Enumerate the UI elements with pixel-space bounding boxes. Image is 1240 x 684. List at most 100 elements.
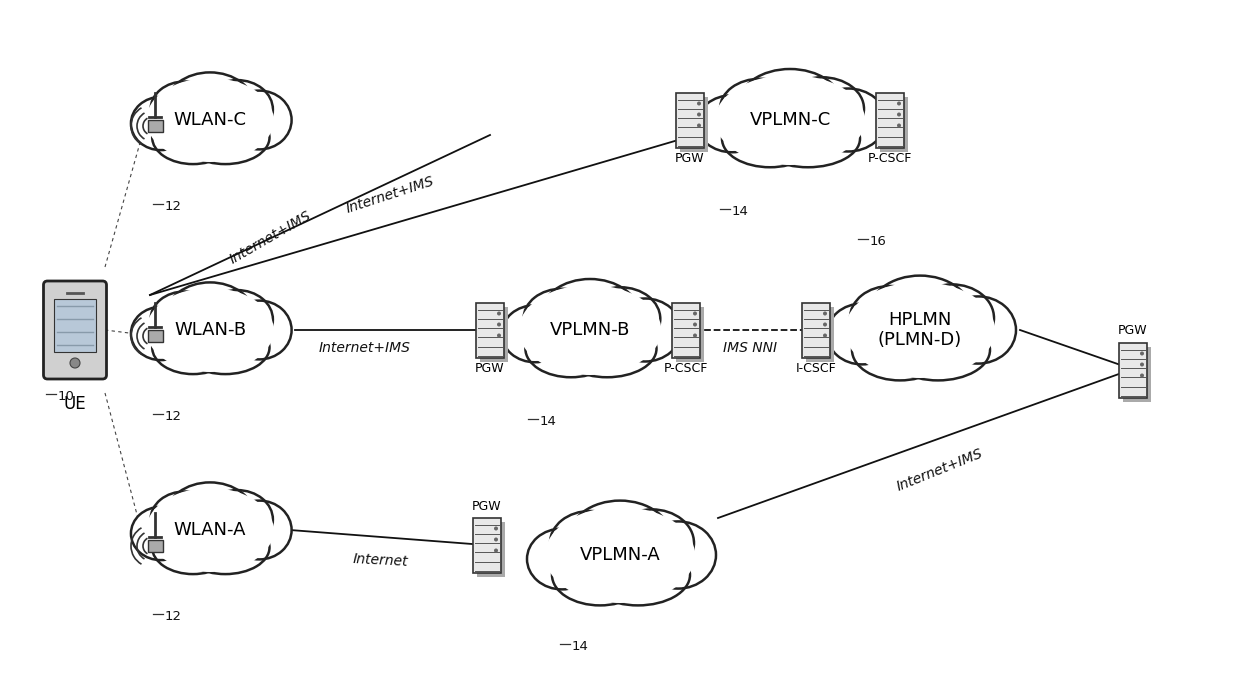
Circle shape bbox=[693, 322, 697, 326]
FancyBboxPatch shape bbox=[676, 92, 704, 148]
Ellipse shape bbox=[552, 544, 649, 605]
Ellipse shape bbox=[181, 111, 269, 164]
Text: 12: 12 bbox=[165, 410, 182, 423]
Circle shape bbox=[823, 322, 827, 326]
Ellipse shape bbox=[150, 291, 218, 347]
FancyBboxPatch shape bbox=[1123, 347, 1151, 402]
Circle shape bbox=[69, 358, 81, 368]
Ellipse shape bbox=[810, 88, 887, 151]
Ellipse shape bbox=[201, 290, 273, 349]
FancyBboxPatch shape bbox=[148, 120, 162, 132]
Ellipse shape bbox=[738, 69, 842, 141]
Ellipse shape bbox=[201, 490, 273, 549]
FancyBboxPatch shape bbox=[680, 96, 708, 151]
Ellipse shape bbox=[887, 319, 990, 380]
FancyBboxPatch shape bbox=[477, 521, 505, 577]
Ellipse shape bbox=[590, 547, 650, 595]
Ellipse shape bbox=[523, 289, 599, 349]
Text: 12: 12 bbox=[165, 610, 182, 623]
FancyBboxPatch shape bbox=[875, 92, 904, 148]
Ellipse shape bbox=[890, 322, 950, 370]
Text: VPLMN-B: VPLMN-B bbox=[549, 321, 630, 339]
Ellipse shape bbox=[827, 304, 897, 365]
Text: IMS NNI: IMS NNI bbox=[723, 341, 777, 355]
Ellipse shape bbox=[562, 322, 619, 367]
Circle shape bbox=[1140, 363, 1145, 367]
Circle shape bbox=[1140, 352, 1145, 356]
Circle shape bbox=[897, 112, 901, 116]
Text: PGW: PGW bbox=[472, 499, 502, 512]
Ellipse shape bbox=[756, 110, 861, 168]
Ellipse shape bbox=[146, 288, 274, 372]
Text: 12: 12 bbox=[165, 200, 182, 213]
Circle shape bbox=[497, 311, 501, 315]
Ellipse shape bbox=[715, 75, 866, 165]
Ellipse shape bbox=[181, 521, 269, 574]
Circle shape bbox=[697, 112, 701, 116]
Ellipse shape bbox=[146, 488, 274, 572]
Ellipse shape bbox=[541, 279, 640, 351]
Circle shape bbox=[823, 334, 827, 337]
Circle shape bbox=[897, 101, 901, 105]
Ellipse shape bbox=[146, 78, 274, 162]
Circle shape bbox=[1140, 373, 1145, 378]
Ellipse shape bbox=[558, 320, 656, 378]
Ellipse shape bbox=[551, 511, 630, 575]
Ellipse shape bbox=[587, 544, 689, 605]
Text: Internet+IMS: Internet+IMS bbox=[227, 209, 314, 267]
Ellipse shape bbox=[150, 492, 218, 547]
Ellipse shape bbox=[760, 112, 820, 157]
Text: WLAN-B: WLAN-B bbox=[174, 321, 246, 339]
FancyBboxPatch shape bbox=[148, 540, 162, 552]
Text: PGW: PGW bbox=[1118, 324, 1148, 337]
Ellipse shape bbox=[780, 77, 864, 140]
Ellipse shape bbox=[185, 113, 236, 155]
Text: Internet+IMS: Internet+IMS bbox=[345, 174, 435, 216]
Text: VPLMN-A: VPLMN-A bbox=[579, 546, 661, 564]
Ellipse shape bbox=[166, 282, 254, 350]
Text: WLAN-C: WLAN-C bbox=[174, 111, 247, 129]
Text: WLAN-A: WLAN-A bbox=[174, 521, 247, 539]
Ellipse shape bbox=[640, 521, 715, 589]
Text: 16: 16 bbox=[870, 235, 887, 248]
FancyBboxPatch shape bbox=[480, 306, 508, 362]
FancyBboxPatch shape bbox=[802, 302, 830, 358]
Circle shape bbox=[494, 549, 498, 553]
Ellipse shape bbox=[526, 320, 616, 378]
Ellipse shape bbox=[610, 510, 694, 577]
FancyBboxPatch shape bbox=[148, 330, 162, 342]
Ellipse shape bbox=[910, 285, 994, 352]
Ellipse shape bbox=[201, 80, 273, 139]
FancyBboxPatch shape bbox=[676, 306, 704, 362]
Ellipse shape bbox=[609, 298, 681, 362]
FancyBboxPatch shape bbox=[1118, 343, 1147, 397]
Ellipse shape bbox=[153, 521, 234, 574]
Circle shape bbox=[693, 334, 697, 337]
Ellipse shape bbox=[527, 529, 596, 590]
Ellipse shape bbox=[849, 286, 930, 350]
Text: Internet+IMS: Internet+IMS bbox=[319, 341, 410, 355]
Ellipse shape bbox=[722, 110, 818, 168]
FancyBboxPatch shape bbox=[806, 306, 835, 362]
Circle shape bbox=[697, 101, 701, 105]
Ellipse shape bbox=[940, 296, 1016, 364]
FancyBboxPatch shape bbox=[476, 302, 503, 358]
Text: I-CSCF: I-CSCF bbox=[796, 363, 836, 376]
Ellipse shape bbox=[131, 507, 191, 560]
Ellipse shape bbox=[166, 482, 254, 550]
Text: UE: UE bbox=[63, 395, 87, 413]
Ellipse shape bbox=[546, 507, 694, 603]
Ellipse shape bbox=[580, 287, 660, 350]
Text: P-CSCF: P-CSCF bbox=[663, 363, 708, 376]
Text: 14: 14 bbox=[539, 415, 557, 428]
Circle shape bbox=[697, 124, 701, 127]
Circle shape bbox=[823, 311, 827, 315]
Ellipse shape bbox=[844, 282, 994, 378]
FancyBboxPatch shape bbox=[472, 518, 501, 573]
Ellipse shape bbox=[502, 305, 568, 363]
Ellipse shape bbox=[181, 321, 269, 374]
Ellipse shape bbox=[720, 79, 800, 139]
Circle shape bbox=[497, 322, 501, 326]
Circle shape bbox=[897, 124, 901, 127]
Circle shape bbox=[693, 311, 697, 315]
